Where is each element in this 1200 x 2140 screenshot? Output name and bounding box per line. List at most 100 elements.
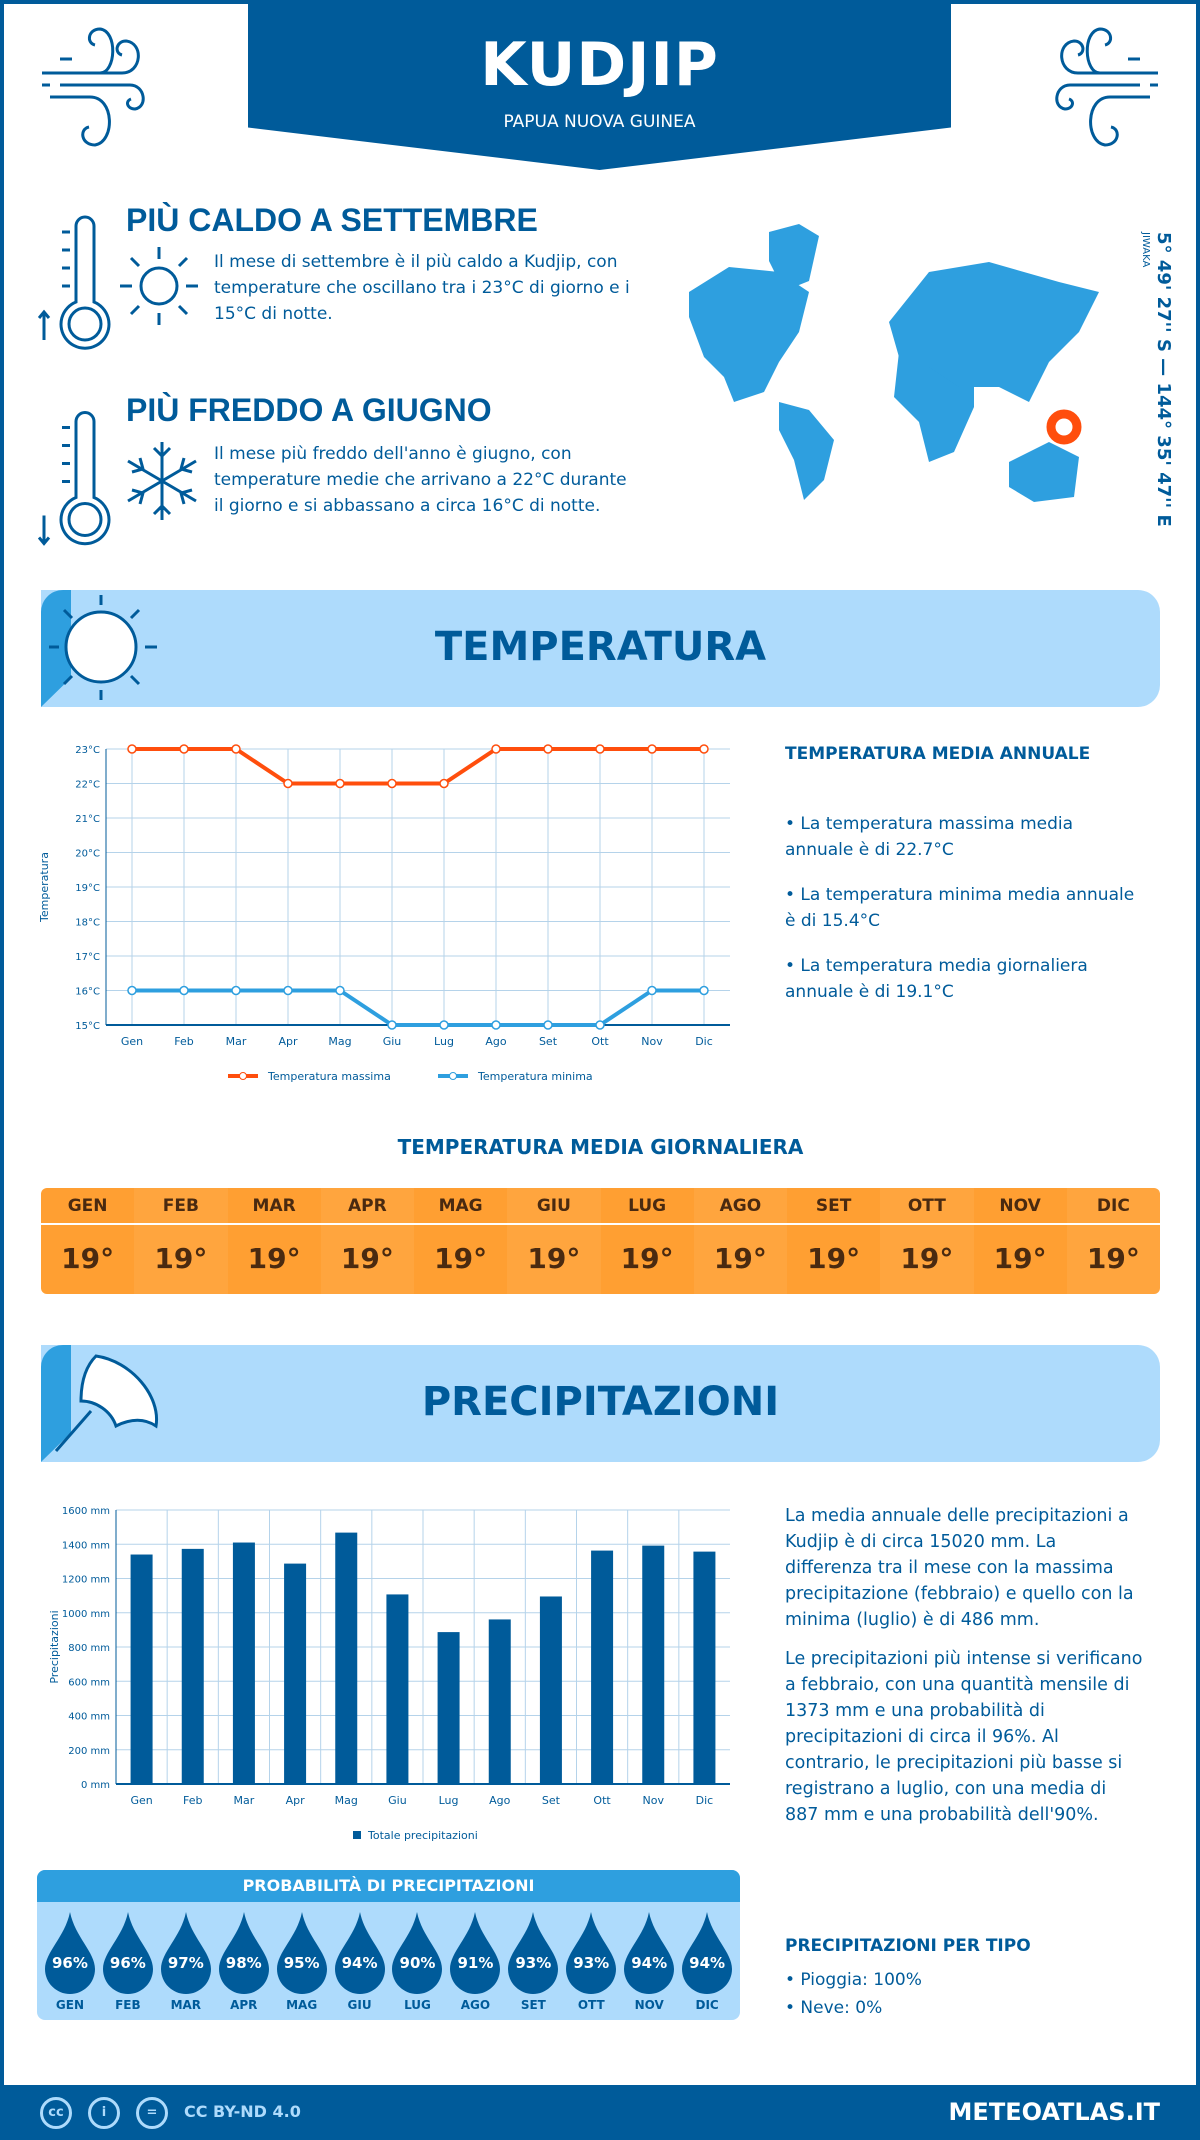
y-tick-label: 16°C [75, 987, 100, 998]
month-label: NOV [973, 1188, 1067, 1225]
region-label: JIWAKA [1140, 232, 1151, 268]
probability-value: 94% [689, 1954, 726, 1972]
location-marker [1046, 409, 1082, 445]
x-tick-label: Ott [593, 1794, 611, 1807]
temp-value: 19° [693, 1225, 787, 1294]
y-tick-label: 23°C [75, 745, 100, 756]
probability-month: NOV [634, 1998, 664, 2012]
y-tick-label: 15°C [75, 1021, 100, 1032]
drop-icon [624, 1912, 675, 1994]
y-tick-label: 1400 mm [62, 1540, 110, 1551]
temp-point [595, 1020, 605, 1030]
drop-icon [102, 1912, 153, 1994]
drop-icon [392, 1912, 443, 1994]
annual-temp-title: TEMPERATURA MEDIA ANNUALE [785, 744, 1091, 764]
legend-marker [449, 1072, 457, 1080]
x-tick-label: Feb [174, 1035, 193, 1048]
y-axis-label: Precipitazioni [48, 1610, 61, 1683]
daily-temp-cell: AGO 19° [693, 1188, 787, 1294]
drop-icon [334, 1912, 385, 1994]
y-tick-label: 22°C [75, 780, 100, 791]
x-tick-label: Gen [121, 1035, 143, 1048]
daily-temp-cell: GIU 19° [507, 1188, 601, 1294]
y-tick-label: 0 mm [81, 1780, 110, 1791]
precip-summary: La media annuale delle precipitazioni a … [785, 1506, 1134, 1630]
probability-drop: 94% NOV [620, 1912, 678, 2017]
temp-value: 19° [320, 1225, 414, 1294]
probability-value: 98% [225, 1954, 262, 1972]
drop-icon [276, 1912, 327, 1994]
x-tick-label: Mag [335, 1794, 358, 1807]
cc-icon: cc [40, 2097, 72, 2129]
x-tick-label: Apr [286, 1794, 306, 1807]
y-tick-label: 17°C [75, 952, 100, 963]
month-label: MAG [414, 1188, 508, 1225]
probability-value: 97% [167, 1954, 204, 1972]
probability-value: 93% [573, 1954, 610, 1972]
wind-icon-right [1055, 27, 1158, 147]
precipitation-banner: PRECIPITAZIONI [41, 1345, 1160, 1462]
x-tick-label: Nov [641, 1035, 663, 1048]
probability-month: DIC [695, 1998, 719, 2012]
month-label: FEB [134, 1188, 228, 1225]
temp-value: 19° [600, 1225, 694, 1294]
temp-point [179, 744, 189, 754]
temperature-title: TEMPERATURA [434, 624, 767, 670]
world-map [689, 224, 1099, 502]
temp-point [595, 744, 605, 754]
noderivs-icon: = [136, 2097, 168, 2129]
temperature-chart: 15°C 16°C 17°C 18°C 19°C 20°C 21°C 22°C 23°C Gen F… [38, 744, 730, 1083]
precipitation-title: PRECIPITAZIONI [421, 1379, 780, 1425]
attribution-icon: i [88, 2097, 120, 2129]
probability-drop: 91% AGO [446, 1912, 504, 2017]
month-label: APR [320, 1188, 414, 1225]
temp-point [491, 744, 501, 754]
y-tick-label: 21°C [75, 814, 100, 825]
x-tick-label: Ago [489, 1794, 511, 1807]
precip-bar [181, 1548, 204, 1784]
probability-month: GEN [55, 1998, 84, 2012]
probability-drop: 90% LUG [389, 1912, 447, 2017]
daily-temp-cell: NOV 19° [973, 1188, 1067, 1294]
city-title: KUDJIP [480, 30, 719, 100]
probability-month: APR [230, 1998, 258, 2012]
x-tick-label: Mar [234, 1794, 255, 1807]
drop-icon [566, 1912, 617, 1994]
precip-bar [642, 1545, 665, 1784]
y-tick-label: 20°C [75, 849, 100, 860]
legend-label: Totale precipitazioni [367, 1829, 478, 1842]
coldest-title: PIÙ FREDDO A GIUGNO [126, 392, 492, 428]
temp-value: 19° [880, 1225, 974, 1294]
x-tick-label: Set [539, 1035, 558, 1048]
brand-link[interactable]: METEOATLAS.IT [948, 2098, 1160, 2126]
temp-point [127, 985, 137, 996]
temp-point [699, 744, 709, 754]
precip-bar [232, 1542, 255, 1784]
temp-value: 19° [973, 1225, 1067, 1294]
temp-point [179, 985, 189, 996]
precip-bar [386, 1594, 409, 1784]
probability-month: OTT [577, 1998, 605, 2012]
temp-point [127, 744, 137, 754]
country-subtitle: PAPUA NUOVA GUINEA [503, 112, 696, 132]
warmest-title: PIÙ CALDO A SETTEMBRE [126, 202, 538, 238]
x-tick-label: Lug [434, 1035, 454, 1048]
x-tick-label: Gen [130, 1794, 152, 1807]
thermometer-down-icon [38, 411, 111, 546]
temp-point [439, 1020, 449, 1030]
x-tick-label: Feb [183, 1794, 202, 1807]
umbrella-icon [54, 1354, 159, 1452]
y-axis-label: Temperatura [38, 852, 51, 923]
legend-marker [239, 1072, 247, 1080]
precipitation-chart: 0 mm 200 mm 400 mm 600 mm 800 mm 1000 mm 1200 … [48, 1506, 730, 1842]
legend-label: Temperatura minima [477, 1070, 593, 1083]
probability-month: LUG [404, 1998, 431, 2012]
temp-point [439, 778, 449, 789]
month-label: GEN [41, 1188, 135, 1225]
temp-point [543, 744, 553, 754]
probability-value: 94% [341, 1954, 378, 1972]
license-text: CC BY-ND 4.0 [184, 2102, 301, 2121]
legend-label: Temperatura massima [267, 1070, 391, 1083]
x-tick-label: Mag [328, 1035, 351, 1048]
daily-temp-cell: APR 19° [320, 1188, 414, 1294]
